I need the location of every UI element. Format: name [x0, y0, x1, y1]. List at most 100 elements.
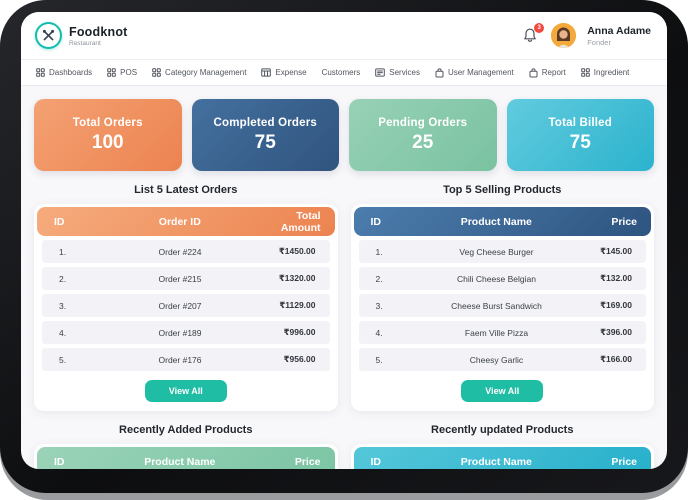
app-screen: Foodknot Restaurant 3: [21, 12, 667, 469]
nav-item-label: Ingredient: [593, 68, 630, 77]
column-header: Price: [294, 455, 321, 468]
table-cell: ₹1129.00: [279, 300, 316, 310]
table-cell: Order #207: [158, 300, 202, 311]
table-cell: Order #215: [158, 273, 202, 284]
stat-value: 25: [412, 131, 434, 153]
user-menu[interactable]: Anna Adame Fonder: [587, 25, 651, 47]
section-title: List 5 Latest Orders: [134, 184, 238, 196]
brand-name: Foodknot: [69, 24, 128, 39]
stat-card-total-orders: Total Orders 100: [34, 99, 182, 171]
nav-item-report[interactable]: Report: [529, 67, 566, 78]
nav-item-dashboards[interactable]: Dashboards: [36, 68, 92, 77]
table-row: 2. Order #215 ₹1320.00: [42, 267, 330, 290]
nav-item-category-management[interactable]: Category Management: [152, 68, 246, 77]
table-header-row: ID Order ID Total Amount: [37, 207, 335, 236]
main-nav: Dashboards POS Category Management Expen…: [21, 59, 667, 86]
column-header: Price: [611, 455, 637, 468]
brand-subtitle: Restaurant: [69, 39, 101, 47]
table-cell: ₹396.00: [600, 327, 632, 337]
table-cell: 1.: [59, 246, 67, 257]
nav-item-label: Expense: [275, 68, 307, 77]
stat-card-total-billed: Total Billed 75: [506, 99, 654, 171]
table-cell: Order #189: [158, 327, 202, 338]
section-title: Recently updated Products: [431, 424, 574, 436]
table-cell: 3.: [59, 300, 67, 311]
table-row: 2. Chili Cheese Belgian ₹132.00: [358, 267, 646, 290]
table-cell: Cheesy Garlic: [469, 354, 524, 365]
user-role: Fonder: [587, 37, 611, 47]
brand: Foodknot Restaurant: [35, 22, 128, 49]
bag-icon: [529, 67, 538, 78]
nav-item-ingredient[interactable]: Ingredient: [580, 68, 630, 77]
table-cell: 1.: [375, 246, 383, 257]
list-icon: [375, 68, 386, 77]
table-cell: ₹1320.00: [278, 273, 316, 283]
stat-label: Total Billed: [548, 116, 613, 129]
table-header-row: ID Product Name Price: [37, 447, 335, 469]
column-header: Total Amount: [280, 209, 321, 234]
user-name: Anna Adame: [587, 24, 651, 37]
section-recently-added-products: Recently Added Products ID Product Name …: [34, 424, 338, 469]
notification-badge: 3: [534, 22, 545, 33]
nav-item-services[interactable]: Services: [375, 68, 420, 77]
nav-item-expense[interactable]: Expense: [261, 68, 307, 77]
table-cell: Chili Cheese Belgian: [457, 273, 536, 284]
column-header: ID: [370, 215, 382, 228]
section-recently-updated-products: Recently updated Products ID Product Nam…: [350, 424, 654, 469]
table-row: 3. Cheese Burst Sandwich ₹169.00: [358, 294, 646, 317]
table-cell: ₹996.00: [283, 327, 316, 337]
view-all-button[interactable]: View All: [144, 380, 227, 402]
table-card: ID Product Name Price 1.Veg Cheese Burge…: [350, 204, 654, 411]
nav-item-pos[interactable]: POS: [107, 68, 137, 77]
table-cell: Cheese Burst Sandwich: [451, 300, 542, 311]
table-cell: 5.: [59, 354, 67, 365]
bag-icon: [435, 67, 444, 78]
table-row: 1. Order #224 ₹1450.00: [42, 240, 330, 263]
table-cell: Order #176: [158, 354, 202, 365]
stat-label: Completed Orders: [213, 116, 318, 129]
table-cell: 5.: [375, 354, 383, 365]
table-row: 5. Cheesy Garlic ₹166.00: [358, 348, 646, 371]
dashboard-main: Total Orders 100 Completed Orders 75 Pen…: [21, 86, 667, 469]
table-row: 1. Veg Cheese Burger ₹145.00: [358, 240, 646, 263]
view-all-button[interactable]: View All: [461, 380, 544, 402]
notifications-button[interactable]: 3: [522, 22, 545, 45]
table-card: ID Product Name Price 1.Veg Cheese Burge…: [34, 444, 338, 469]
table-row: 3. Order #207 ₹1129.00: [42, 294, 330, 317]
table-cell: ₹132.00: [600, 273, 632, 283]
stat-value: 75: [254, 131, 276, 153]
nav-item-label: User Management: [447, 68, 514, 77]
table-cell: 2.: [59, 273, 67, 284]
table-cell: ₹956.00: [283, 354, 316, 364]
tables-bottom-row: Recently Added Products ID Product Name …: [34, 424, 654, 469]
stat-card-completed-orders: Completed Orders 75: [191, 99, 339, 171]
table-cell: Order #224: [158, 246, 202, 257]
user-avatar[interactable]: [551, 23, 577, 48]
table-cell: 3.: [375, 300, 383, 311]
grid-icon: [36, 68, 45, 77]
table-cell: Faem Ville Pizza: [464, 327, 529, 338]
table-cell: ₹145.00: [600, 246, 632, 256]
section-title: Top 5 Selling Products: [443, 184, 562, 196]
column-header: Product Name: [144, 455, 216, 468]
stat-label: Total Orders: [72, 116, 143, 129]
nav-item-label: POS: [120, 68, 138, 77]
stat-card-pending-orders: Pending Orders 25: [349, 99, 497, 171]
column-header: Order ID: [158, 215, 201, 228]
section-list-5-latest-orders: List 5 Latest Orders ID Order ID Total A…: [34, 184, 338, 411]
column-header: Product Name: [460, 455, 532, 468]
grid-icon: [107, 68, 116, 77]
stat-value: 75: [569, 131, 591, 153]
app-header: Foodknot Restaurant 3: [21, 12, 667, 59]
table-icon: [261, 68, 272, 77]
nav-item-customers[interactable]: Customers: [322, 68, 361, 77]
nav-item-user-management[interactable]: User Management: [435, 67, 514, 78]
table-row: 5. Order #176 ₹956.00: [42, 348, 330, 371]
nav-item-label: Customers: [321, 68, 361, 77]
column-header: ID: [370, 455, 382, 468]
grid-icon: [580, 68, 590, 77]
table-cell: 4.: [375, 327, 383, 338]
table-cell: 2.: [375, 273, 383, 284]
stat-cards-row: Total Orders 100 Completed Orders 75 Pen…: [34, 99, 654, 171]
